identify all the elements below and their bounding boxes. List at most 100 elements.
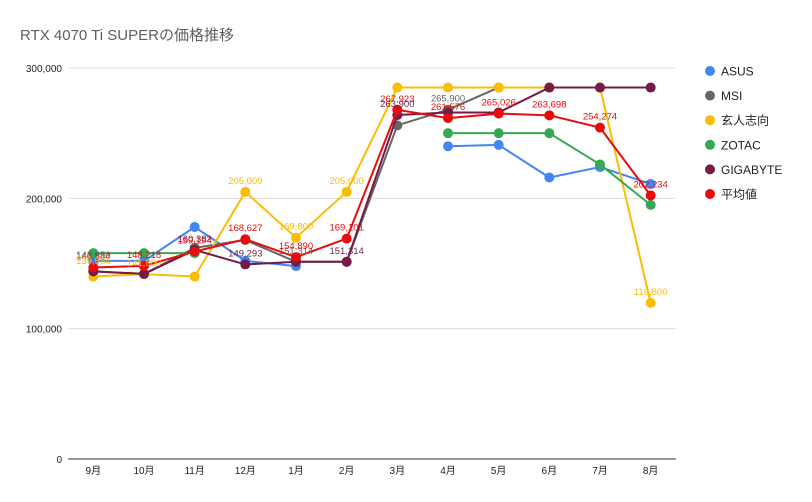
data-label: 168,627 bbox=[228, 223, 262, 234]
data-point bbox=[645, 82, 656, 93]
data-point bbox=[392, 104, 403, 115]
data-label: 160,382 bbox=[177, 234, 211, 245]
legend-marker bbox=[705, 164, 715, 175]
data-label: 143,350 bbox=[76, 250, 110, 261]
data-point bbox=[88, 248, 99, 259]
x-tick-label: 8月 bbox=[643, 465, 659, 477]
x-tick-label: 2月 bbox=[339, 465, 355, 477]
data-label: 202,234 bbox=[633, 179, 667, 190]
x-tick-label: 10月 bbox=[133, 465, 154, 477]
data-point bbox=[240, 259, 251, 270]
data-point bbox=[392, 82, 403, 93]
x-tick-label: 6月 bbox=[542, 465, 558, 477]
data-label: 205,000 bbox=[228, 176, 262, 187]
legend-label: 玄人志向 bbox=[721, 113, 769, 128]
data-point bbox=[645, 297, 656, 308]
legend-label: 平均値 bbox=[721, 187, 757, 202]
legend-label: ASUS bbox=[721, 65, 754, 79]
series-layer bbox=[88, 82, 656, 308]
data-point bbox=[493, 108, 504, 119]
data-point bbox=[595, 159, 605, 170]
legend-label: ZOTAC bbox=[721, 138, 761, 152]
data-point bbox=[645, 178, 656, 189]
data-label: 263,900 bbox=[380, 99, 414, 110]
data-point bbox=[493, 139, 504, 150]
series-平均値 bbox=[88, 104, 656, 273]
data-point bbox=[493, 82, 504, 93]
grid-lines bbox=[68, 67, 676, 460]
data-label: 119,800 bbox=[634, 287, 668, 298]
data-point bbox=[240, 186, 251, 197]
data-label: 267,923 bbox=[380, 94, 414, 105]
legend-item: MSI bbox=[705, 89, 742, 103]
data-point bbox=[493, 128, 504, 139]
data-label: 151,314 bbox=[329, 246, 363, 257]
y-tick-label: 0 bbox=[56, 455, 62, 466]
data-label: 141,800 bbox=[127, 258, 161, 269]
x-tick-label: 3月 bbox=[390, 465, 406, 477]
legend-item: 平均値 bbox=[705, 187, 757, 202]
data-label: 148,218 bbox=[127, 250, 161, 261]
x-tick-label: 1月 bbox=[288, 465, 304, 477]
y-tick-label: 200,000 bbox=[26, 194, 63, 205]
data-point bbox=[88, 262, 99, 273]
x-tick-label: 4月 bbox=[440, 465, 456, 477]
data-label: 154,890 bbox=[279, 241, 313, 252]
data-label: 169,101 bbox=[329, 223, 363, 234]
data-label: 146,884 bbox=[76, 252, 110, 263]
legend-marker bbox=[705, 115, 715, 126]
legend-marker bbox=[705, 189, 715, 199]
data-label: 149,293 bbox=[228, 248, 262, 259]
series-GIGABYTE bbox=[88, 82, 656, 279]
data-label: 159,194 bbox=[177, 236, 211, 247]
data-point bbox=[291, 232, 301, 243]
data-point bbox=[341, 186, 352, 197]
y-tick-label: 100,000 bbox=[26, 325, 63, 336]
data-label: 265,026 bbox=[481, 98, 515, 109]
series-line bbox=[93, 108, 652, 269]
x-tick-label: 11月 bbox=[184, 465, 204, 477]
data-point bbox=[544, 110, 555, 121]
data-point bbox=[139, 260, 149, 271]
legend-item: GIGABYTE bbox=[705, 163, 782, 177]
data-label: 265,900 bbox=[431, 94, 465, 105]
data-label: 139,584 bbox=[76, 256, 110, 267]
data-point bbox=[341, 256, 352, 267]
data-point bbox=[443, 82, 453, 93]
data-point bbox=[291, 252, 301, 263]
data-labels: 151,314 265,900 141,800 205,000 169,800 205,0… bbox=[76, 94, 668, 298]
x-tick-label: 5月 bbox=[491, 465, 507, 477]
y-tick-label: 300,000 bbox=[26, 64, 63, 75]
data-point bbox=[544, 172, 555, 183]
data-point bbox=[544, 82, 555, 93]
data-point bbox=[645, 199, 656, 210]
legend-marker bbox=[705, 139, 715, 150]
data-point bbox=[341, 233, 352, 244]
data-point bbox=[139, 268, 149, 279]
data-point bbox=[645, 190, 656, 201]
data-point bbox=[443, 113, 453, 124]
series-line bbox=[448, 132, 652, 206]
data-point bbox=[139, 248, 149, 259]
data-point bbox=[189, 271, 200, 282]
legend: ASUS MSI 玄人志向 ZOTAC GIGABYTE 平均値 bbox=[705, 65, 782, 202]
legend-item: ZOTAC bbox=[705, 138, 761, 152]
legend-marker bbox=[705, 66, 715, 76]
data-point bbox=[189, 222, 200, 233]
chart-title: RTX 4070 Ti SUPERの価格推移 bbox=[20, 27, 234, 44]
data-point bbox=[189, 246, 200, 257]
data-point bbox=[240, 234, 251, 245]
series-ASUS bbox=[88, 139, 656, 272]
legend-label: MSI bbox=[721, 89, 742, 103]
legend-item: ASUS bbox=[705, 65, 754, 79]
x-tick-label: 12月 bbox=[235, 465, 256, 477]
data-label: 254,274 bbox=[583, 112, 617, 123]
legend-label: GIGABYTE bbox=[721, 163, 782, 177]
data-label: 205,000 bbox=[329, 176, 363, 187]
data-label: 169,800 bbox=[279, 222, 313, 233]
data-point bbox=[595, 82, 605, 93]
data-label: 261,576 bbox=[431, 102, 465, 113]
legend-item: 玄人志向 bbox=[705, 113, 769, 128]
